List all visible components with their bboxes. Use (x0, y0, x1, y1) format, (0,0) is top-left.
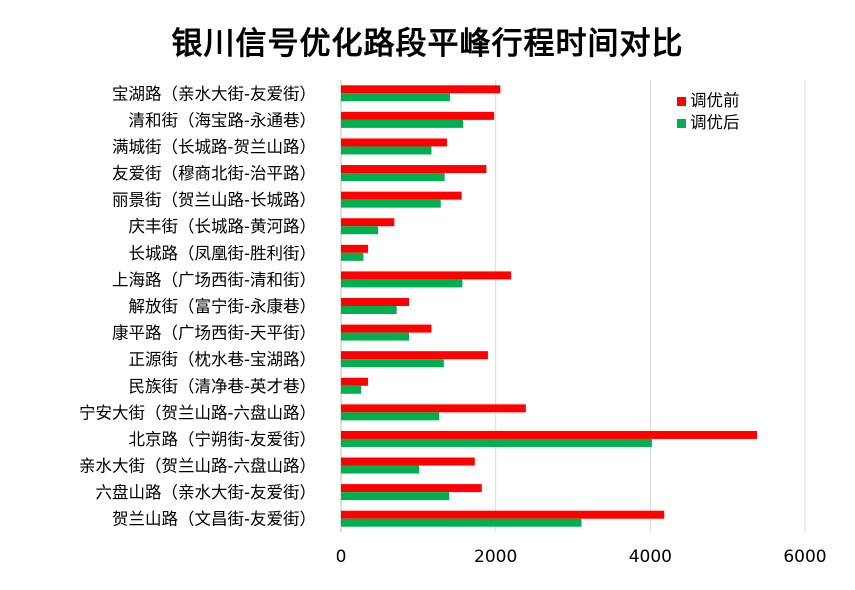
bar-after (341, 306, 397, 314)
x-tick-labels: 0 2000 4000 6000 (336, 547, 827, 567)
bar-before (341, 165, 487, 174)
category-labels: 宝湖路（亲水大街-友爱街） 清和街（海宝路-永通巷） 满城街（长城路-贺兰山路） 友爱… (79, 84, 316, 528)
category-label: 民族街（清净巷-英才巷） (129, 377, 316, 396)
bar-after (341, 438, 652, 447)
bar-before (341, 324, 432, 333)
bar-before (341, 138, 447, 147)
bar-after (341, 492, 450, 501)
category-label: 庆丰街（长城路-黄河路） (129, 217, 316, 236)
bar-before (341, 377, 369, 386)
category-label: 友爱街（穆商北街-治平路） (112, 164, 316, 183)
category-label: 正源街（枕水巷-宝湖路） (129, 350, 316, 369)
bar-after (341, 332, 410, 341)
category-label: 宁安大街（贺兰山路-六盘山路） (79, 403, 316, 422)
category-label: 贺兰山路（文昌街-友爱街） (112, 510, 316, 529)
x-tick-label: 0 (336, 547, 347, 567)
legend-label: 调优前 (690, 91, 740, 110)
category-label: 康平路（广场西街-天平街） (112, 324, 316, 343)
x-tick-label: 2000 (474, 547, 517, 567)
bar-after (341, 93, 451, 102)
bar-before (341, 430, 758, 439)
bar-before (341, 111, 495, 120)
bar-after (341, 412, 440, 421)
bars (341, 85, 758, 527)
category-label: 上海路（广场西街-清和街） (112, 270, 316, 289)
bar-before (341, 191, 462, 200)
category-label: 满城街（长城路-贺兰山路） (112, 137, 316, 156)
bar-before (341, 484, 482, 493)
bar-before (341, 457, 475, 466)
bar-after (341, 173, 445, 182)
legend-swatch (677, 119, 686, 128)
category-label: 宝湖路（亲水大街-友爱街） (112, 84, 316, 103)
bar-before (341, 510, 665, 519)
chart-title: 银川信号优化路段平峰行程时间对比 (171, 26, 684, 62)
category-label: 丽景街（贺兰山路-长城路） (112, 191, 316, 210)
bar-after (341, 279, 463, 288)
bar-before (341, 85, 501, 94)
category-label: 清和街（海宝路-永通巷） (129, 111, 316, 130)
bar-before (341, 298, 410, 306)
bar-before (341, 404, 526, 413)
legend-label: 调优后 (690, 113, 740, 132)
bar-before (341, 351, 488, 360)
bar-after (341, 518, 582, 527)
category-label: 北京路（宁朔街-友爱街） (129, 430, 316, 449)
bar-before (341, 271, 512, 280)
category-label: 长城路（凤凰街-胜利街） (129, 244, 316, 263)
bar-after (341, 385, 362, 394)
bar-after (341, 252, 364, 261)
x-tick-label: 4000 (629, 547, 672, 567)
category-label: 解放街（富宁街-永康巷） (129, 297, 316, 316)
bar-after (341, 359, 444, 368)
category-label: 六盘山路（亲水大街-友爱街） (96, 483, 316, 502)
bar-after (341, 119, 464, 128)
bar-after (341, 465, 420, 474)
bar-after (341, 226, 379, 235)
legend-swatch (677, 97, 686, 106)
bar-before (341, 244, 369, 253)
bar-after (341, 199, 441, 208)
category-label: 亲水大街（贺兰山路-六盘山路） (79, 457, 316, 476)
x-tick-label: 6000 (783, 547, 826, 567)
bar-after (341, 146, 432, 155)
bar-before (341, 218, 395, 227)
